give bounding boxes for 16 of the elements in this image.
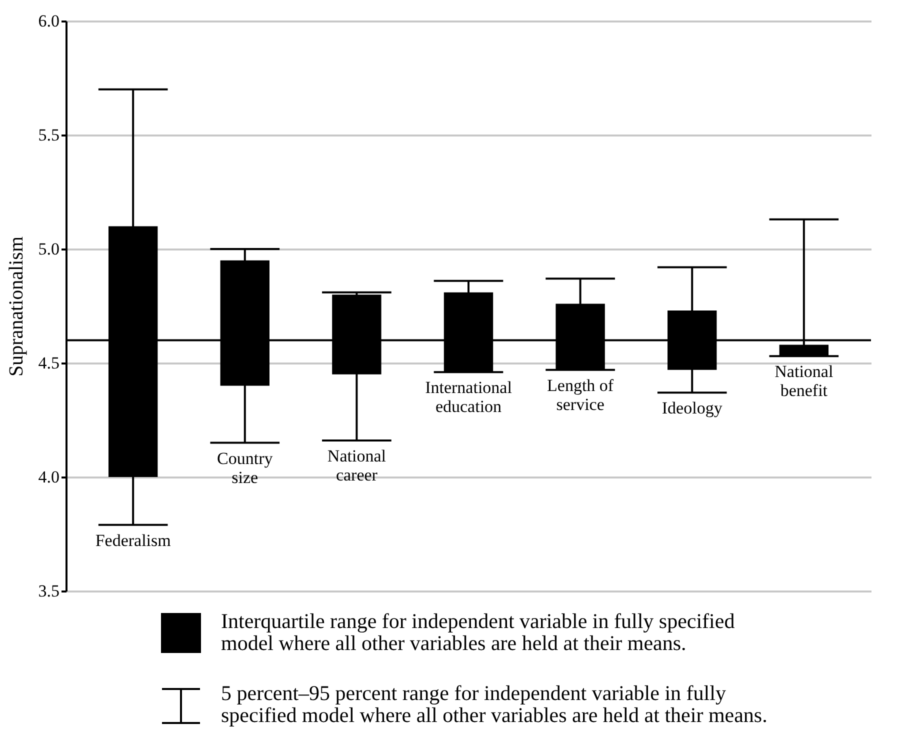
y-tick-label: 6.0 — [38, 12, 60, 30]
y-tick-label: 3.5 — [38, 582, 60, 600]
x-tick-label: Length of service — [547, 376, 614, 414]
y-tick-label: 4.0 — [38, 468, 60, 486]
y-tick-label: 5.5 — [38, 126, 60, 144]
legend-label: Interquartile range for independent variable in fully specified model where all other variables are held at their means. — [221, 609, 736, 655]
x-tick-label: International education — [425, 378, 512, 416]
x-tick-label: Federalism — [95, 530, 171, 550]
x-tick-label: Ideology — [662, 398, 723, 418]
text: 5 percent–95 percent range for independent variable in fully specified model where all other variables are held at their means. — [221, 681, 768, 727]
x-tick-label: Country size — [217, 448, 274, 487]
y-tick-label: 5.0 — [38, 240, 60, 258]
y-tick-label: 4.5 — [38, 354, 60, 372]
y-axis-title: Supranationalism — [5, 236, 28, 376]
x-tick-label: National career — [327, 446, 386, 485]
x-tick-label: National benefit — [774, 362, 834, 400]
